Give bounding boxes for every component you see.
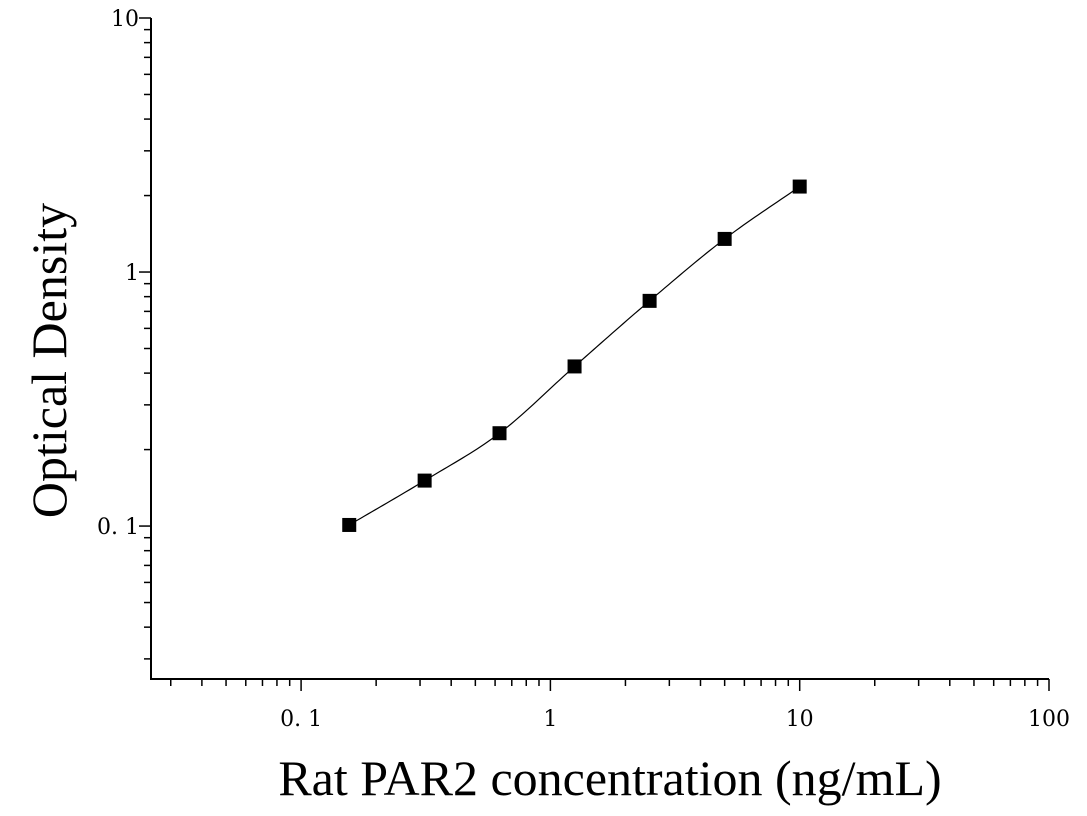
data-point xyxy=(342,517,357,532)
data-point xyxy=(792,179,807,194)
x-tick-label: 0. 1 xyxy=(280,707,322,732)
y-axis-title: Optical Density xyxy=(21,203,77,518)
data-point xyxy=(717,231,732,246)
x-tick-label: 1 xyxy=(543,707,557,732)
y-tick-label: 10 xyxy=(111,7,139,32)
data-point xyxy=(492,426,507,441)
axes xyxy=(150,18,1049,680)
data-point xyxy=(417,473,432,488)
x-tick-label: 10 xyxy=(786,707,814,732)
y-tick-label: 0. 1 xyxy=(97,515,139,540)
data-point xyxy=(567,359,582,374)
x-tick-label: 100 xyxy=(1028,707,1070,732)
data-points xyxy=(342,179,807,532)
y-tick-label: 1 xyxy=(125,261,139,286)
fit-curve xyxy=(348,186,801,526)
data-point xyxy=(642,293,657,308)
tick-labels: 0. 1 1 10 100 0. 1 1 10 xyxy=(97,7,1070,732)
x-axis-title: Rat PAR2 concentration (ng/mL) xyxy=(278,750,941,806)
ticks xyxy=(139,17,1050,691)
